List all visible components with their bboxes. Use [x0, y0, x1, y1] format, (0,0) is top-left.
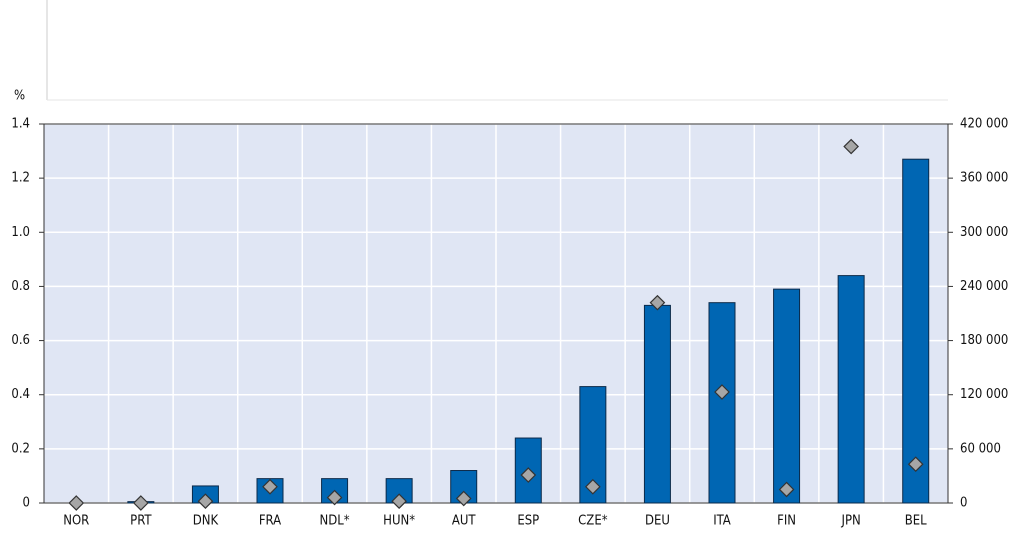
x-tick-label: FRA: [259, 514, 281, 529]
diamond-marker: [649, 294, 666, 311]
x-tick-label: NOR: [63, 514, 89, 529]
bar: [902, 158, 930, 504]
y2-tick-label: 240 000: [960, 279, 1008, 294]
y2-tick-label: 300 000: [960, 225, 1008, 240]
diamond-marker: [714, 384, 730, 400]
x-tick-label: CZE*: [578, 514, 608, 529]
diamond-marker: [778, 481, 795, 498]
y-tick-label: 0: [23, 496, 30, 511]
diamond-marker: [197, 493, 214, 510]
y2-tick-label: 120 000: [960, 387, 1008, 402]
diamond-marker: [520, 467, 537, 483]
x-tick-label: HUN*: [383, 514, 415, 529]
x-tick-label: FIN: [777, 514, 796, 529]
y-tick-label: 1.4: [11, 117, 30, 132]
x-tick-label: ESP: [517, 514, 539, 529]
plot-border: [43, 123, 949, 504]
x-tick-label: DEU: [645, 514, 670, 529]
y-tick-label: 0.6: [11, 333, 30, 348]
y2-tick-label: 180 000: [960, 333, 1008, 348]
y-tick-label: 0.8: [11, 279, 30, 294]
y2-tick-label: 0: [960, 496, 967, 511]
diamond-marker: [262, 478, 278, 495]
x-tick-label: NDL*: [320, 514, 350, 529]
diamond-marker: [133, 495, 149, 511]
y2-tick-label: 420 000: [960, 117, 1008, 132]
diamond-marker: [68, 495, 85, 511]
bar: [837, 275, 865, 504]
x-tick-label: AUT: [452, 514, 477, 529]
diamond-marker: [843, 138, 859, 155]
x-tick-label: BEL: [905, 514, 927, 529]
y-tick-label: 1.0: [11, 225, 30, 240]
diamond-marker: [585, 478, 601, 495]
diamond-marker: [326, 489, 343, 506]
y2-tick-label: 360 000: [960, 171, 1008, 186]
bar: [708, 302, 736, 504]
y-tick-label: 0.4: [11, 387, 30, 402]
y-tick-label: 0.2: [11, 441, 30, 456]
bar: [643, 304, 671, 504]
x-tick-label: PRT: [130, 514, 152, 529]
diamond-marker: [455, 490, 472, 507]
x-tick-label: DNK: [193, 514, 219, 529]
bar: [773, 288, 801, 504]
x-tick-label: ITA: [713, 514, 731, 529]
y2-tick-label: 60 000: [960, 441, 1001, 456]
diamond-marker: [907, 456, 924, 473]
diamond-marker: [391, 493, 407, 510]
x-tick-label: JPN: [841, 514, 861, 529]
y-tick-label: 1.2: [11, 171, 30, 186]
y-axis-label: %: [14, 89, 25, 104]
